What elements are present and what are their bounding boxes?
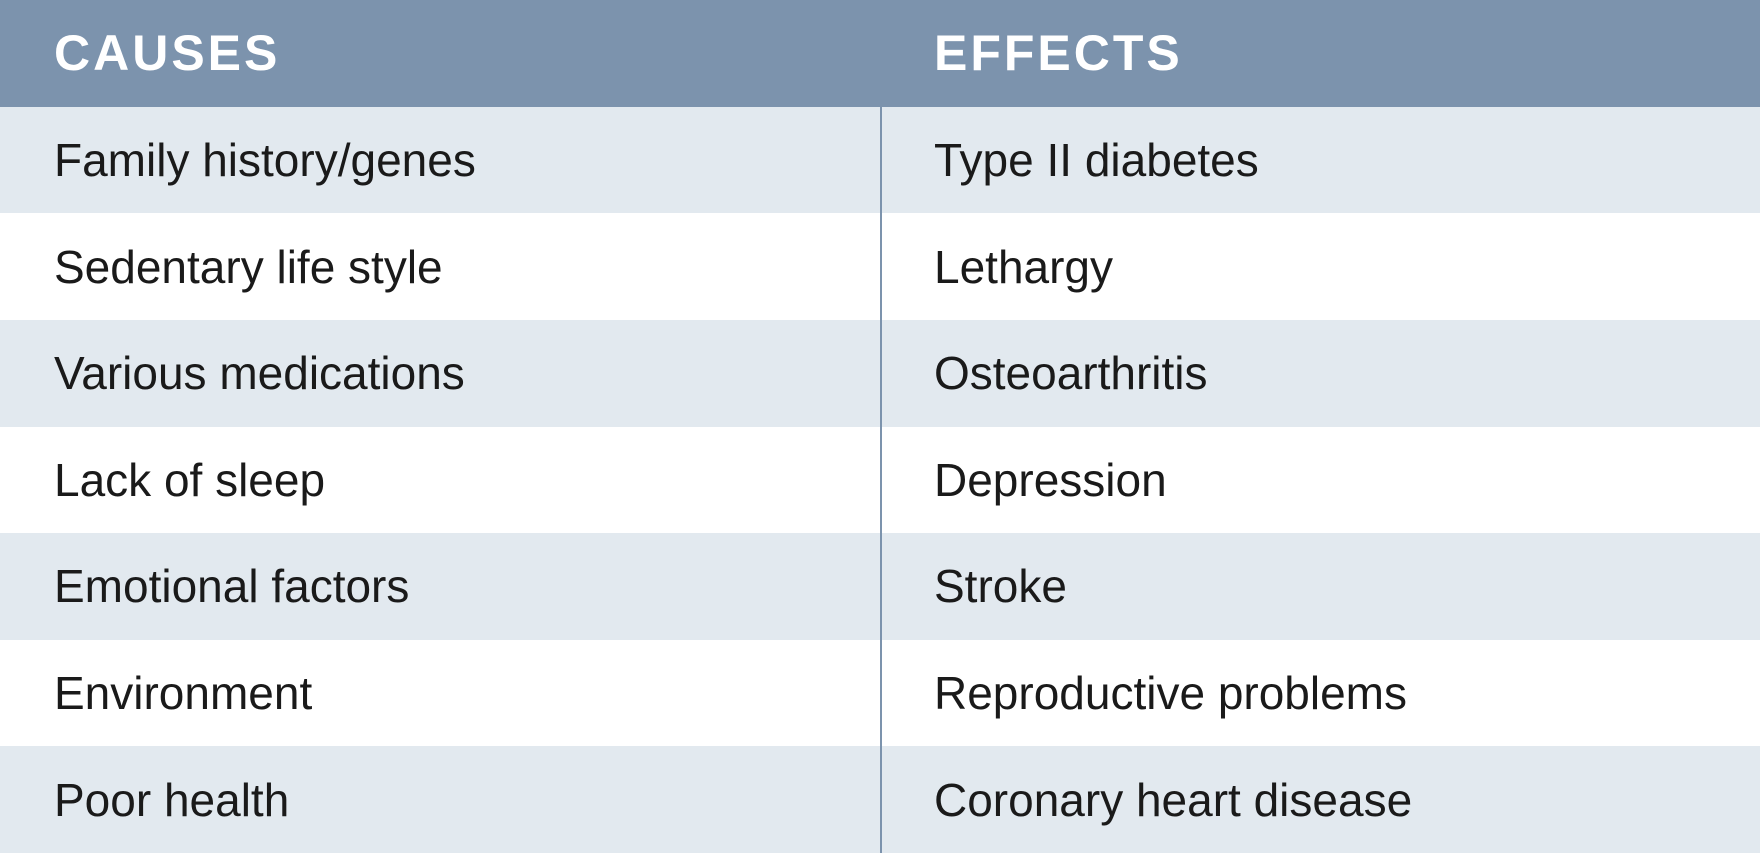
cause-cell: Sedentary life style bbox=[0, 213, 880, 320]
table-row: Family history/genes Type II diabetes bbox=[0, 107, 1760, 214]
cause-cell: Various medications bbox=[0, 320, 880, 427]
header-causes-label: CAUSES bbox=[54, 24, 280, 82]
cause-text: Poor health bbox=[54, 773, 289, 827]
effect-cell: Osteoarthritis bbox=[880, 320, 1760, 427]
cause-text: Lack of sleep bbox=[54, 453, 325, 507]
table-row: Lack of sleep Depression bbox=[0, 427, 1760, 534]
cause-text: Family history/genes bbox=[54, 133, 476, 187]
table-row: Emotional factors Stroke bbox=[0, 533, 1760, 640]
cause-text: Emotional factors bbox=[54, 559, 409, 613]
cause-text: Environment bbox=[54, 666, 312, 720]
effect-text: Depression bbox=[934, 453, 1167, 507]
effect-cell: Stroke bbox=[880, 533, 1760, 640]
causes-effects-table: CAUSES EFFECTS Family history/genes Type… bbox=[0, 0, 1760, 853]
effect-cell: Type II diabetes bbox=[880, 107, 1760, 214]
table-row: Environment Reproductive problems bbox=[0, 640, 1760, 747]
effect-text: Coronary heart disease bbox=[934, 773, 1412, 827]
effect-text: Osteoarthritis bbox=[934, 346, 1208, 400]
cause-cell: Poor health bbox=[0, 746, 880, 853]
cause-text: Various medications bbox=[54, 346, 465, 400]
effect-cell: Coronary heart disease bbox=[880, 746, 1760, 853]
cause-cell: Family history/genes bbox=[0, 107, 880, 214]
effect-text: Type II diabetes bbox=[934, 133, 1259, 187]
header-effects-label: EFFECTS bbox=[934, 24, 1183, 82]
header-causes: CAUSES bbox=[0, 0, 880, 107]
table-row: Various medications Osteoarthritis bbox=[0, 320, 1760, 427]
table-row: Sedentary life style Lethargy bbox=[0, 213, 1760, 320]
effect-cell: Lethargy bbox=[880, 213, 1760, 320]
cause-cell: Lack of sleep bbox=[0, 427, 880, 534]
cause-cell: Environment bbox=[0, 640, 880, 747]
effect-cell: Depression bbox=[880, 427, 1760, 534]
effect-text: Reproductive problems bbox=[934, 666, 1407, 720]
cause-cell: Emotional factors bbox=[0, 533, 880, 640]
effect-cell: Reproductive problems bbox=[880, 640, 1760, 747]
table-header-row: CAUSES EFFECTS bbox=[0, 0, 1760, 107]
effect-text: Stroke bbox=[934, 559, 1067, 613]
header-effects: EFFECTS bbox=[880, 0, 1760, 107]
effect-text: Lethargy bbox=[934, 240, 1113, 294]
cause-text: Sedentary life style bbox=[54, 240, 443, 294]
table-row: Poor health Coronary heart disease bbox=[0, 746, 1760, 853]
